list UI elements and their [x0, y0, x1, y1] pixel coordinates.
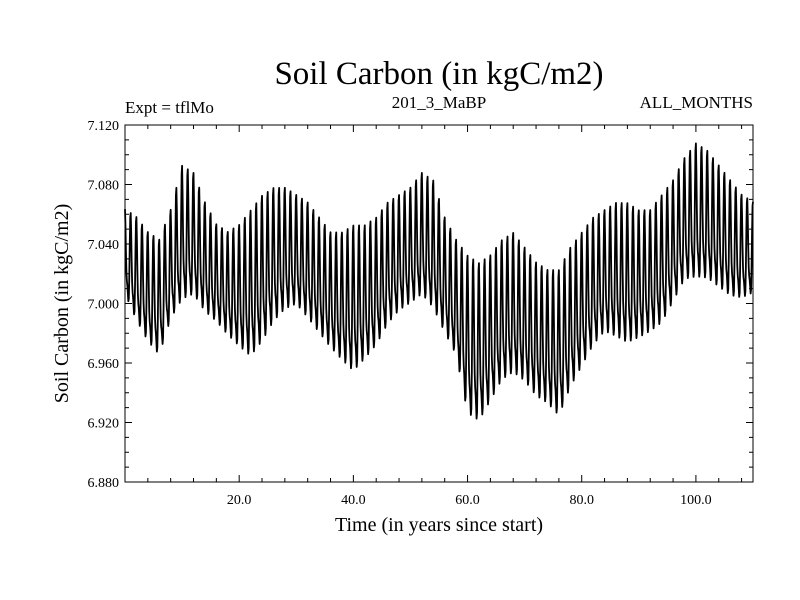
months-label: ALL_MONTHS: [640, 93, 753, 112]
x-tick-label: 60.0: [455, 493, 480, 508]
chart-title: Soil Carbon (in kgC/m2): [274, 56, 603, 92]
x-tick-label: 100.0: [680, 493, 712, 508]
x-tick-label: 40.0: [341, 493, 366, 508]
series-layer: [124, 142, 754, 420]
plot-frame: [124, 124, 754, 483]
y-axis-label: Soil Carbon (in kgC/m2): [51, 204, 73, 403]
y-tick-label: 7.000: [88, 298, 120, 313]
series-line: [124, 142, 754, 420]
x-tick-label: 20.0: [227, 493, 252, 508]
x-tick-label: 80.0: [569, 493, 594, 508]
experiment-label: Expt = tflMo: [125, 98, 214, 117]
tick-layer: 20.0 40.0 60.0 80.0 100.0 6.880 6.920 6.960 7.00…: [88, 119, 753, 508]
y-tick-label: 7.040: [88, 238, 120, 253]
x-axis-label: Time (in years since start): [335, 514, 543, 536]
y-tick-label: 6.960: [88, 357, 120, 372]
y-tick-label: 7.120: [88, 119, 120, 134]
run-label: 201_3_MaBP: [392, 93, 486, 112]
y-tick-label: 7.080: [88, 179, 120, 194]
y-tick-label: 6.880: [88, 476, 120, 491]
y-tick-label: 6.920: [88, 417, 120, 432]
